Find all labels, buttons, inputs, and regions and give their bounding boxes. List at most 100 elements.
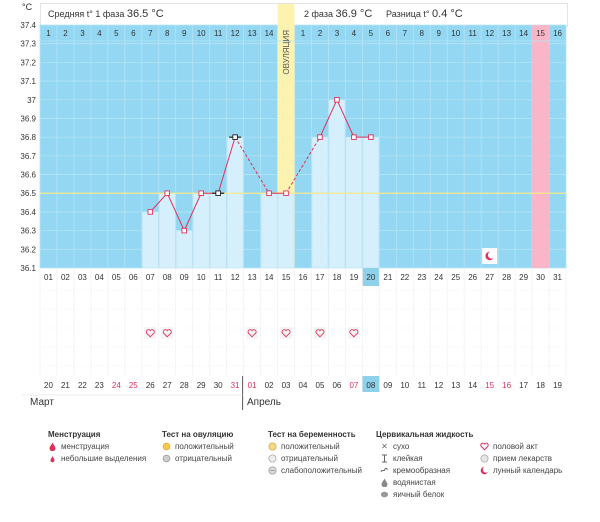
cycle-date-label: 03 (78, 273, 87, 282)
y-tick-label: 36.3 (20, 227, 36, 236)
diff-value: 0.4 °C (432, 8, 463, 20)
cycle-day-label: 2 (63, 29, 68, 38)
cycle-day-label: 10 (451, 29, 460, 38)
calendar-date-label: 03 (282, 381, 291, 390)
cycle-date-label: 25 (451, 273, 460, 282)
cycle-day-label: 5 (369, 29, 374, 38)
cycle-date-label: 29 (519, 273, 528, 282)
legend-label: водянистая (393, 478, 436, 487)
calendar-date-label: 06 (332, 381, 341, 390)
cycle-day-label: 8 (165, 29, 170, 38)
month-march: Март (30, 397, 54, 408)
cycle-date-label: 07 (146, 273, 155, 282)
y-tick-label: 37.4 (20, 21, 36, 30)
cycle-day-label: 1 (301, 29, 306, 38)
phase2-stat: 2 фаза 36.9 °C (304, 8, 372, 20)
legend-label: слабоположительный (281, 466, 362, 475)
calendar-date-label: 24 (112, 381, 121, 390)
phase1-value: 36.5 °C (126, 8, 164, 20)
sun-icon (162, 442, 171, 451)
cycle-date-label: 24 (434, 273, 443, 282)
calendar-date-label: 09 (383, 381, 392, 390)
cycle-date-label: 18 (332, 273, 341, 282)
egg-white-icon (380, 490, 389, 499)
legend-label: небольшие выделения (61, 454, 147, 463)
today-cell (362, 376, 380, 392)
y-tick-label: 37 (27, 96, 36, 105)
calendar-date-label: 13 (451, 381, 460, 390)
test-weak-icon (268, 466, 277, 475)
temperature-line-segment (149, 192, 168, 213)
cycle-day-label: 3 (335, 29, 340, 38)
temperature-point (232, 134, 238, 140)
temperature-bar (345, 136, 363, 269)
calendar-date-label: 15 (485, 381, 494, 390)
legend-medication: прием лекарств (480, 454, 552, 463)
legend-label: прием лекарств (493, 454, 553, 463)
temperature-point (181, 227, 187, 234)
cycle-day-label: 2 (318, 29, 323, 38)
calendar-date-label: 01 (248, 381, 257, 390)
cycle-day-label: 9 (437, 29, 442, 38)
legend-pregtest-weak: слабоположительный (268, 466, 362, 475)
legend-label: положительный (175, 442, 234, 451)
cycle-day-label: 1 (46, 29, 51, 38)
temperature-point (198, 190, 204, 196)
legend-ovtest-negative: отрицательный (162, 454, 232, 463)
cycle-day-label: 9 (182, 29, 187, 38)
temperature-point (164, 190, 171, 196)
calendar-date-label: 27 (163, 381, 172, 390)
y-tick-label: 36.7 (20, 152, 36, 161)
cycle-date-label: 26 (468, 273, 477, 282)
cycle-day-label: 3 (80, 29, 85, 38)
test-negative-icon (268, 454, 277, 463)
diff-label: Разница t° (386, 9, 430, 19)
y-tick-label: 36.9 (20, 114, 36, 123)
temperature-point (317, 134, 323, 140)
legend-cf-creamy: кремообразная (380, 466, 450, 475)
temperature-bar (142, 211, 159, 269)
cycle-day-label: 5 (114, 29, 119, 38)
calendar-date-label: 07 (349, 381, 358, 390)
calendar-date-label: 23 (95, 381, 104, 390)
phase1-stat: Средняя t° 1 фаза 36.5 °C (48, 8, 164, 20)
calendar-date-label: 21 (61, 381, 70, 390)
cycle-day-label: 10 (197, 29, 206, 38)
temperature-bar (362, 136, 380, 269)
creamy-icon (380, 466, 389, 475)
cycle-day-label: 14 (519, 29, 528, 38)
cycle-day-label: 4 (97, 29, 102, 38)
legend-cf-eggwhite: яичный белок (380, 490, 444, 499)
legend-lunar: лунный календарь (480, 466, 562, 475)
cycle-date-label: 06 (129, 273, 138, 282)
water-drop-icon (380, 478, 389, 488)
legend-label: яичный белок (393, 490, 445, 499)
heart-icon (247, 329, 257, 338)
temperature-line-segment (319, 99, 338, 138)
cycle-date-label: 21 (383, 273, 392, 282)
moon-icon (480, 466, 490, 475)
calendar-date-label: 28 (180, 381, 189, 390)
temperature-point (266, 190, 272, 196)
cycle-date-label: 17 (316, 273, 325, 282)
month-april: Апрель (247, 397, 281, 408)
cycle-date-label: 14 (265, 273, 274, 282)
y-tick-label: 37.1 (20, 77, 36, 86)
cycle-date-label: 12 (231, 273, 240, 282)
legend-label: кремообразная (393, 466, 451, 475)
cycle-date-label: 16 (299, 273, 308, 282)
legend-ovtest-positive: положительный (162, 442, 234, 451)
cycle-date-label: 08 (163, 273, 172, 282)
y-tick-label: 36.6 (20, 171, 36, 180)
legend-label: отрицательный (281, 454, 338, 463)
diff-stat: Разница t° 0.4 °C (386, 8, 463, 20)
calendar-date-label: 20 (44, 381, 53, 390)
cycle-date-label: 22 (400, 273, 409, 282)
legend-pregtest-positive: положительный (268, 442, 340, 451)
cycle-day-label: 11 (469, 29, 478, 38)
temperature-bar (328, 99, 346, 269)
calendar-date-label: 08 (366, 381, 375, 390)
cycle-date-label: 23 (417, 273, 426, 282)
cycle-date-label: 02 (61, 273, 70, 282)
cycle-day-label: 7 (403, 29, 408, 38)
